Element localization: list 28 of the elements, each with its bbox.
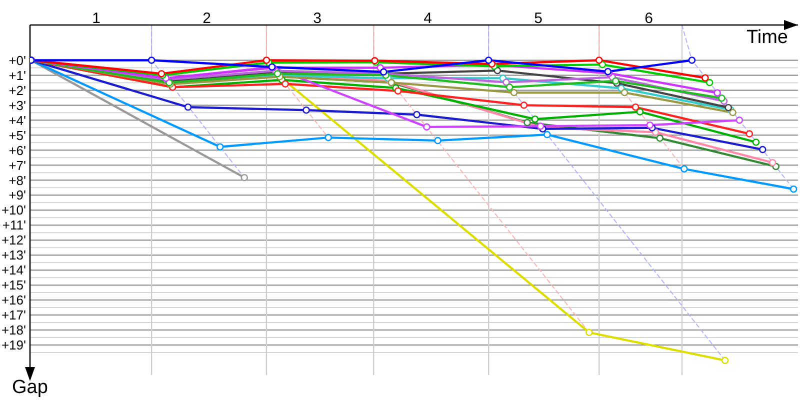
y-tick-label: +9' xyxy=(8,188,26,203)
x-tick-label: 2 xyxy=(202,10,211,27)
y-tick-label: +18' xyxy=(1,322,26,338)
y-tick-label: +5' xyxy=(8,128,26,143)
y-axis-title: Gap xyxy=(12,377,48,398)
x-tick-label: 4 xyxy=(424,10,432,27)
x-tick-label: 3 xyxy=(313,10,322,27)
y-tick-label: +13' xyxy=(1,248,26,263)
y-tick-label: +17' xyxy=(1,308,26,323)
y-tick-label: +7' xyxy=(8,158,26,173)
y-tick-label: +6' xyxy=(8,142,26,158)
y-tick-label: +14' xyxy=(1,262,26,278)
y-tick-label: +12' xyxy=(1,232,26,248)
y-tick-label: +0' xyxy=(8,52,26,68)
x-axis-title: Time xyxy=(746,27,788,48)
y-tick-label: +10' xyxy=(1,202,26,218)
y-tick-label: +3' xyxy=(8,98,26,113)
y-tick-label: +8' xyxy=(8,172,26,188)
y-tick-label: +19' xyxy=(1,338,26,353)
y-tick-label: +2' xyxy=(8,82,26,98)
y-tick-label: +16' xyxy=(1,292,26,308)
y-tick-label: +1' xyxy=(8,68,26,83)
x-tick-label: 5 xyxy=(534,10,542,27)
y-tick-label: +11' xyxy=(2,218,26,233)
x-tick-label: 6 xyxy=(644,10,653,27)
y-tick-label: +15' xyxy=(1,278,26,293)
y-tick-label: +4' xyxy=(8,112,26,128)
x-tick-label: 1 xyxy=(92,10,100,27)
